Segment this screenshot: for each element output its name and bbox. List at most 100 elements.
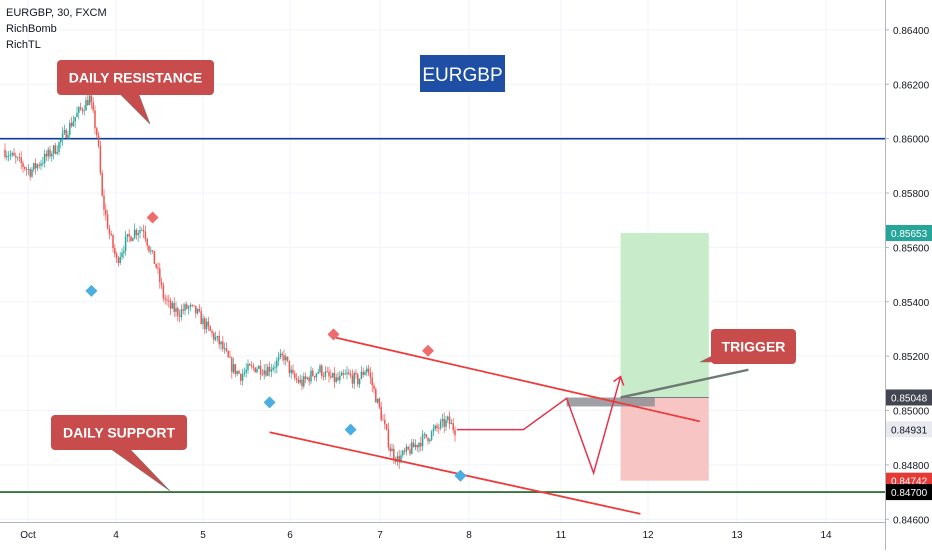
candle-body <box>342 372 345 375</box>
candle-body <box>67 134 69 138</box>
candle <box>441 413 444 428</box>
candle-body <box>249 364 251 366</box>
candle-body <box>105 209 107 215</box>
symbol-legend[interactable]: EURGBP, 30, FXCM <box>6 7 107 19</box>
candle-body <box>96 128 98 136</box>
candle <box>175 301 177 318</box>
candle-body <box>274 367 276 369</box>
candle-body <box>76 112 78 118</box>
price-tag-box <box>886 389 932 406</box>
candle <box>396 451 399 467</box>
candle-body <box>133 229 136 239</box>
candle-body <box>36 164 39 169</box>
x-tick-label: 6 <box>287 530 293 541</box>
candle-body <box>16 157 19 159</box>
candle-body <box>380 407 382 420</box>
candle <box>195 305 197 319</box>
candle <box>135 228 138 240</box>
candle-body <box>169 300 172 309</box>
candle-body <box>310 370 312 382</box>
candle-body <box>321 365 323 377</box>
candle-body <box>153 250 156 264</box>
candle-body <box>373 385 375 390</box>
candle <box>220 340 222 351</box>
trend-lines <box>269 336 749 515</box>
price-axis[interactable]: 0.86400 0.86200 0.86000 0.85800 0.85600 0.854… <box>885 0 932 550</box>
indicator-richbomb[interactable]: RichBomb <box>6 23 57 35</box>
candle <box>33 162 35 173</box>
candle <box>103 189 105 217</box>
candle-body <box>61 133 64 140</box>
price-tag: 0.84931 <box>886 421 932 438</box>
candle <box>421 430 424 451</box>
y-tick-label: 0.86000 <box>893 135 930 146</box>
candle <box>436 422 438 432</box>
candle-body <box>56 151 58 154</box>
candle-body <box>315 373 318 378</box>
candle-body <box>267 366 269 376</box>
candle <box>63 124 66 136</box>
candle <box>294 370 296 381</box>
candle <box>207 316 210 332</box>
candle <box>139 225 141 239</box>
candle-body <box>193 305 195 307</box>
candle <box>148 245 150 254</box>
candle <box>11 151 13 158</box>
candle <box>249 362 251 366</box>
candle <box>430 429 433 442</box>
candle-body <box>447 416 449 420</box>
candle-body <box>198 309 201 312</box>
candle-body <box>378 398 381 408</box>
candle-body <box>375 389 377 403</box>
candle-body <box>439 421 442 428</box>
candle-body <box>168 300 170 302</box>
candle <box>205 317 208 334</box>
y-tick-label: 0.86200 <box>893 80 930 91</box>
candle-body <box>436 425 438 428</box>
trade-zones <box>566 232 709 481</box>
candle <box>263 364 265 380</box>
candle-body <box>270 369 273 372</box>
candle-body <box>276 360 278 368</box>
candle-body <box>324 371 327 377</box>
candle-body <box>337 377 339 381</box>
candle-body <box>290 369 292 373</box>
candle-body <box>157 267 159 269</box>
candle-body <box>103 195 105 210</box>
candle-body <box>195 305 197 314</box>
candle <box>157 262 159 274</box>
candle <box>310 366 312 385</box>
candle <box>227 350 229 358</box>
candle-body <box>416 444 418 448</box>
candle <box>234 363 237 378</box>
candle-body <box>403 450 406 452</box>
candle-body <box>430 431 433 440</box>
candle-body <box>162 285 165 299</box>
indicator-richtl[interactable]: RichTL <box>6 39 41 51</box>
candle-body <box>25 168 28 170</box>
candle <box>405 443 408 456</box>
candle <box>117 255 120 267</box>
candle <box>393 444 395 464</box>
channel-lower-line <box>269 431 641 515</box>
time-axis[interactable]: Oct 4 5 6 7 8 11 12 13 14 <box>0 522 885 542</box>
candle <box>54 142 57 155</box>
candle-body <box>141 230 143 231</box>
candle <box>434 424 436 431</box>
candle-body <box>180 309 183 317</box>
candle-body <box>281 353 283 356</box>
candle-body <box>360 371 363 379</box>
candle <box>283 349 285 365</box>
candle-body <box>69 122 71 135</box>
candle <box>402 449 404 458</box>
candle <box>155 263 157 270</box>
candle-body <box>303 376 305 387</box>
candle <box>124 230 127 256</box>
candle-body <box>339 375 341 381</box>
candle <box>65 128 67 139</box>
candle-body <box>283 355 285 361</box>
x-tick-label: 11 <box>556 530 567 541</box>
candle <box>97 131 100 149</box>
candle <box>67 130 69 140</box>
